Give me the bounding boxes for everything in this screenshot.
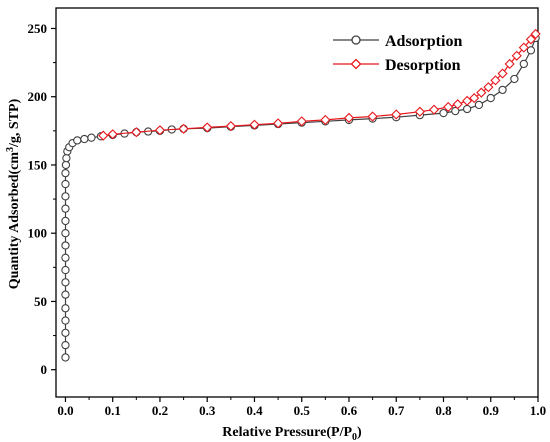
x-tick-label: 0.9 xyxy=(483,403,500,418)
data-point-adsorption xyxy=(61,278,70,287)
series-layer xyxy=(61,28,541,362)
y-axis-title: Quantity Adsorbed(cm3/g, STP) xyxy=(5,98,22,289)
data-point-adsorption xyxy=(62,153,71,163)
data-point-adsorption xyxy=(87,133,96,142)
data-point-desorption xyxy=(469,93,480,104)
plot-border xyxy=(55,7,539,398)
data-point-adsorption xyxy=(61,229,70,238)
data-point-desorption xyxy=(530,28,541,40)
series-desorption xyxy=(98,28,541,141)
data-point-desorption xyxy=(443,101,454,113)
data-point-desorption xyxy=(249,119,260,130)
data-point-desorption xyxy=(296,116,307,127)
x-tick-label: 0.1 xyxy=(105,403,121,418)
data-point-adsorption xyxy=(498,85,507,95)
x-tick-label: 0.4 xyxy=(246,403,263,418)
data-point-adsorption xyxy=(73,136,82,145)
data-point-adsorption xyxy=(61,304,70,313)
data-point-adsorption xyxy=(61,353,70,362)
legend-desorption-marker xyxy=(350,58,362,70)
legend-adsorption-marker xyxy=(351,35,361,45)
data-point-adsorption xyxy=(61,179,70,189)
x-tick-label: 0.0 xyxy=(57,403,73,418)
data-point-desorption xyxy=(391,109,402,120)
y-tick-label: 100 xyxy=(28,226,48,241)
data-point-adsorption xyxy=(519,59,528,69)
data-point-adsorption xyxy=(439,108,448,118)
legend: Adsorption Desorption xyxy=(333,33,462,74)
x-tick-label: 0.5 xyxy=(294,403,311,418)
data-point-desorption xyxy=(497,68,508,79)
data-point-desorption xyxy=(490,75,501,86)
plot-frame xyxy=(55,7,539,398)
data-point-adsorption xyxy=(61,192,70,201)
data-point-adsorption xyxy=(474,100,484,110)
data-point-desorption xyxy=(202,122,213,133)
x-tick-label: 0.3 xyxy=(199,403,216,418)
data-point-adsorption xyxy=(61,253,70,262)
data-point-desorption xyxy=(131,127,142,138)
legend-desorption-label: Desorption xyxy=(385,57,461,74)
series-adsorption xyxy=(61,33,540,362)
y-tick-label: 150 xyxy=(28,157,48,172)
data-point-desorption xyxy=(525,34,536,45)
data-point-desorption xyxy=(178,123,189,134)
data-point-desorption xyxy=(367,111,378,122)
data-point-adsorption xyxy=(61,265,70,275)
series-line-desorption xyxy=(103,33,537,137)
x-tick-label: 0.6 xyxy=(341,403,358,418)
data-point-adsorption xyxy=(462,104,472,114)
data-point-adsorption xyxy=(61,216,70,226)
x-axis-title-subscript: 0 xyxy=(352,432,357,442)
data-point-desorption xyxy=(98,130,109,141)
x-tick-label: 1.0 xyxy=(530,403,546,418)
ticks-layer: 0.0 0.1 0.2 0.3 0.4 0.5 0.6 0.7 0.8 0.9 1.0 0 50 100 1… xyxy=(28,21,547,418)
data-point-desorption xyxy=(273,118,284,129)
data-point-adsorption xyxy=(451,106,460,116)
data-point-desorption xyxy=(483,82,494,93)
data-point-desorption xyxy=(343,112,355,123)
legend-adsorption-label: Adsorption xyxy=(385,33,462,50)
data-point-desorption xyxy=(414,106,425,117)
data-point-adsorption xyxy=(486,93,495,103)
data-point-desorption xyxy=(504,58,515,70)
data-point-desorption xyxy=(452,99,463,110)
data-point-desorption xyxy=(154,125,166,136)
data-point-desorption xyxy=(518,42,529,53)
x-tick-label: 0.7 xyxy=(388,403,405,418)
data-point-adsorption xyxy=(80,134,89,144)
data-point-desorption xyxy=(428,104,440,115)
data-point-adsorption xyxy=(61,340,70,350)
x-tick-label: 0.2 xyxy=(152,403,168,418)
data-point-desorption xyxy=(107,129,118,140)
data-point-adsorption xyxy=(526,46,536,55)
y-tick-label: 0 xyxy=(41,362,48,377)
y-tick-label: 50 xyxy=(34,294,47,309)
data-point-adsorption xyxy=(61,160,71,170)
data-point-desorption xyxy=(462,95,473,106)
x-axis-title: Relative Pressure(P/P0) xyxy=(222,425,362,442)
y-tick-label: 200 xyxy=(28,89,48,104)
data-point-adsorption xyxy=(510,74,519,84)
data-point-adsorption xyxy=(61,241,70,250)
series-line-adsorption xyxy=(64,37,537,358)
data-point-adsorption xyxy=(61,290,70,299)
y-tick-label: 250 xyxy=(28,21,48,36)
data-point-desorption xyxy=(476,87,487,98)
data-point-desorption xyxy=(511,50,522,61)
x-tick-label: 0.8 xyxy=(435,403,452,418)
y-axis-title-superscript: 3 xyxy=(5,147,16,152)
data-point-adsorption xyxy=(61,316,70,325)
data-point-adsorption xyxy=(61,328,70,337)
data-point-adsorption xyxy=(61,169,70,178)
data-point-adsorption xyxy=(61,204,70,213)
data-point-desorption xyxy=(320,114,331,126)
data-point-desorption xyxy=(225,120,236,132)
